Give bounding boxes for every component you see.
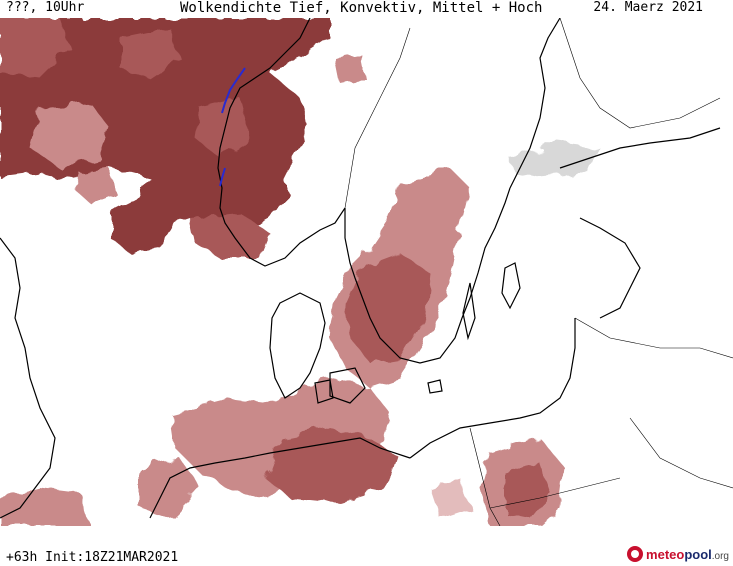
- coast-sweden: [344, 187, 511, 364]
- logo-pool-text: pool: [684, 546, 712, 562]
- cloud-field-northwest-mid: [0, 18, 250, 158]
- coast-jutland: [269, 292, 326, 399]
- coast-norway: [217, 18, 346, 267]
- border-poland-east: [574, 317, 733, 359]
- meteopool-logo-icon: [627, 546, 644, 562]
- cloud-patch-north-small: [335, 53, 365, 83]
- cloud-patch-baltic-stipple: [510, 143, 600, 178]
- cloud-cover-layer: [0, 18, 600, 526]
- border-poland-germany: [469, 427, 501, 526]
- highlight-norway-coast: [221, 67, 246, 114]
- map-canvas: [0, 18, 733, 526]
- header-bar: ???, 10Uhr Wolkendichte Tief, Konvektiv,…: [0, 0, 733, 18]
- coastline-layer: [0, 18, 721, 519]
- cloud-field-south-west: [0, 458, 200, 526]
- highlight-layer: [219, 67, 246, 187]
- cloud-patch-west: [75, 168, 115, 203]
- forecast-date: 24. Maerz 2021: [593, 0, 703, 15]
- footer-bar: +63h Init:18Z21MAR2021 meteopool.org: [0, 526, 733, 566]
- coast-germany-nl: [149, 437, 411, 519]
- cloud-field-northwest: [0, 18, 330, 253]
- logo-meteo-text: meteo: [646, 546, 685, 562]
- coast-oland: [462, 282, 476, 341]
- cloud-field-southeast-core: [505, 463, 550, 518]
- border-sweden-norway: [344, 27, 411, 209]
- coast-funen: [314, 379, 334, 404]
- coast-bothnia: [509, 18, 561, 189]
- meteopool-logo-text: meteopool.org: [646, 547, 729, 562]
- cloud-density-map: [0, 18, 733, 526]
- highlight-norway-south: [219, 167, 226, 187]
- coast-baltic-states: [579, 217, 641, 319]
- map-title: Wolkendichte Tief, Konvektiv, Mittel + H…: [180, 0, 543, 16]
- meteopool-logo[interactable]: meteopool.org: [627, 546, 729, 562]
- coast-zealand: [329, 367, 366, 404]
- coast-gotland: [501, 262, 521, 310]
- time-label: ???, 10Uhr: [6, 0, 85, 15]
- cloud-patch-east-small: [430, 478, 470, 518]
- border-sweden-finland: [559, 18, 721, 129]
- coast-finland: [559, 127, 721, 169]
- coast-poland: [409, 318, 576, 459]
- border-layer: [344, 18, 733, 526]
- coast-bornholm: [427, 379, 443, 394]
- coast-uk: [0, 237, 56, 519]
- cloud-field-sweden-core: [345, 253, 430, 363]
- border-germany-czech: [489, 477, 621, 509]
- cloud-field-germany: [265, 428, 400, 503]
- border-belarus: [629, 417, 733, 489]
- cloud-field-north-gap: [30, 103, 110, 168]
- logo-org-text: .org: [711, 550, 729, 562]
- run-info: +63h Init:18Z21MAR2021: [6, 550, 179, 565]
- cloud-patch-south-norway: [190, 213, 270, 258]
